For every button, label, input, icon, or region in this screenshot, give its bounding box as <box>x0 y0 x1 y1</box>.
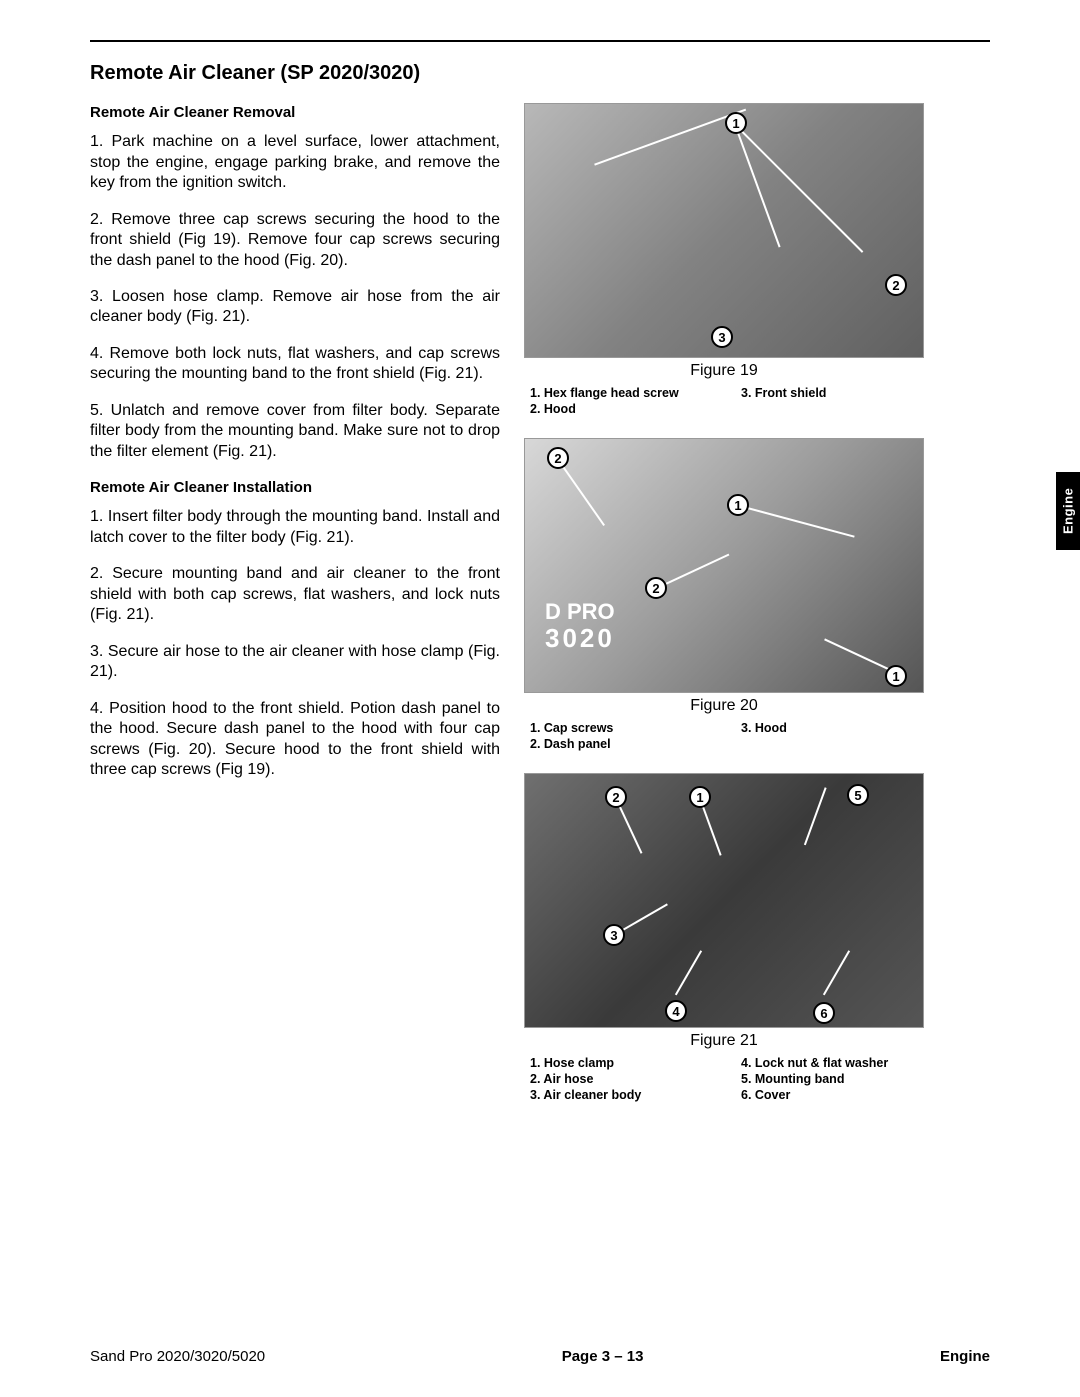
figure-21-legend: 1. Hose clamp 2. Air hose 3. Air cleaner… <box>524 1056 924 1104</box>
legend-item: 5. Mounting band <box>741 1072 924 1086</box>
left-column: Remote Air Cleaner Removal 1. Park machi… <box>90 103 500 1124</box>
callout-circle: 3 <box>603 924 625 946</box>
figure-19-caption: Figure 19 <box>524 362 924 380</box>
figure-21-caption: Figure 21 <box>524 1032 924 1050</box>
removal-step: 3. Loosen hose clamp. Remove air hose fr… <box>90 287 500 328</box>
brand-text: D PRO <box>545 599 615 625</box>
callout-circle: 4 <box>665 1000 687 1022</box>
side-tab-engine: Engine <box>1056 472 1080 550</box>
legend-item: 1. Hose clamp <box>530 1056 713 1070</box>
legend-item: 3. Air cleaner body <box>530 1088 713 1102</box>
figure-20-caption: Figure 20 <box>524 697 924 715</box>
legend-item: 6. Cover <box>741 1088 924 1102</box>
legend-item: 1. Hex flange head screw <box>530 386 713 400</box>
callout-circle: 2 <box>885 274 907 296</box>
legend-item: 3. Front shield <box>741 386 924 400</box>
legend-item: 3. Hood <box>741 721 924 735</box>
footer-page-number: Page 3 – 13 <box>562 1348 644 1365</box>
removal-step: 5. Unlatch and remove cover from filter … <box>90 401 500 462</box>
figure-20-legend: 1. Cap screws 2. Dash panel 3. Hood <box>524 721 924 753</box>
callout-circle: 5 <box>847 784 869 806</box>
removal-step: 1. Park machine on a level surface, lowe… <box>90 132 500 193</box>
legend-item: 2. Hood <box>530 402 713 416</box>
figure-19-image: 1 2 3 <box>524 103 924 358</box>
install-step: 3. Secure air hose to the air cleaner wi… <box>90 642 500 683</box>
figure-19-legend: 1. Hex flange head screw 2. Hood 3. Fron… <box>524 386 924 418</box>
callout-circle: 1 <box>727 494 749 516</box>
footer-product: Sand Pro 2020/3020/5020 <box>90 1348 265 1365</box>
figure-21-image: 2 1 5 3 4 6 <box>524 773 924 1028</box>
callout-circle: 1 <box>689 786 711 808</box>
removal-heading: Remote Air Cleaner Removal <box>90 103 500 122</box>
figure-20-image: D PRO 3020 2 1 2 1 <box>524 438 924 693</box>
callout-circle: 2 <box>645 577 667 599</box>
callout-circle: 6 <box>813 1002 835 1024</box>
right-column: 1 2 3 Figure 19 1. Hex flange head screw… <box>524 103 924 1124</box>
callout-circle: 2 <box>605 786 627 808</box>
install-step: 4. Position hood to the front shield. Po… <box>90 699 500 781</box>
install-step: 2. Secure mounting band and air cleaner … <box>90 564 500 625</box>
removal-step: 4. Remove both lock nuts, flat washers, … <box>90 344 500 385</box>
legend-item: 2. Air hose <box>530 1072 713 1086</box>
callout-circle: 1 <box>725 112 747 134</box>
install-step: 1. Insert filter body through the mounti… <box>90 507 500 548</box>
brand-text: 3020 <box>545 623 615 654</box>
install-heading: Remote Air Cleaner Installation <box>90 478 500 497</box>
legend-item: 1. Cap screws <box>530 721 713 735</box>
page-footer: Sand Pro 2020/3020/5020 Page 3 – 13 Engi… <box>90 1348 990 1365</box>
callout-circle: 3 <box>711 326 733 348</box>
callout-circle: 1 <box>885 665 907 687</box>
section-title: Remote Air Cleaner (SP 2020/3020) <box>90 62 990 85</box>
legend-item: 4. Lock nut & flat washer <box>741 1056 924 1070</box>
callout-circle: 2 <box>547 447 569 469</box>
removal-step: 2. Remove three cap screws securing the … <box>90 210 500 271</box>
footer-section: Engine <box>940 1348 990 1365</box>
legend-item: 2. Dash panel <box>530 737 713 751</box>
